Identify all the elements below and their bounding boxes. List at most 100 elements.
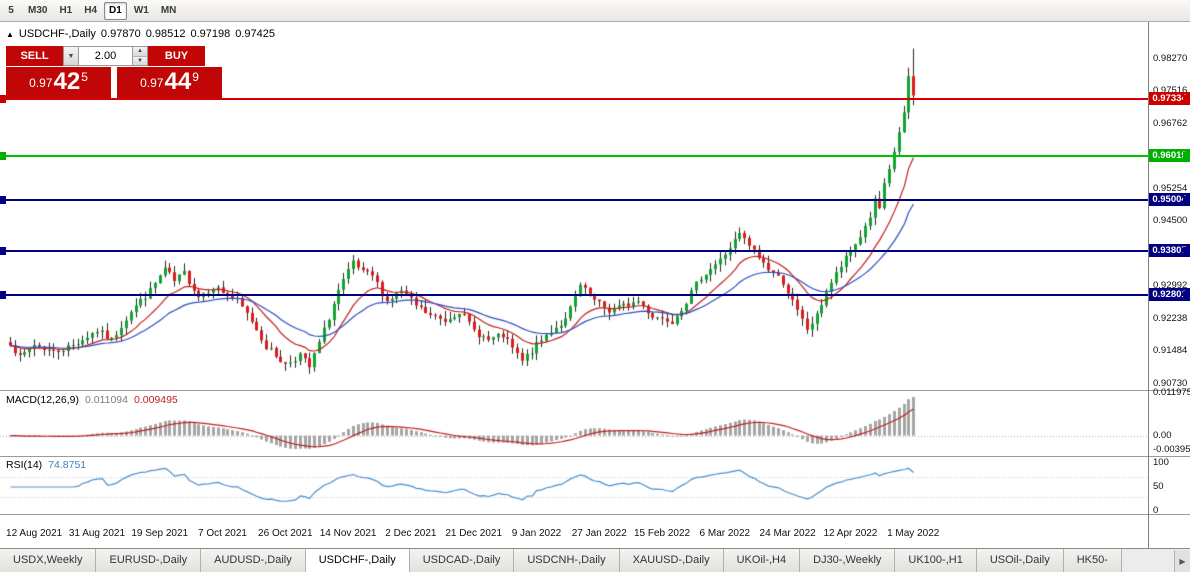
date-axis-label: 1 May 2022	[887, 528, 940, 539]
price-axis-tick: 0.90730	[1153, 377, 1188, 389]
macd-axis-label: -0.00395	[1153, 443, 1190, 455]
date-axis-label: 2 Dec 2021	[385, 528, 437, 539]
chart-tabbar: USDX,Weekly EURUSD-,Daily AUDUSD-,Daily USD…	[0, 548, 1190, 572]
price-axis-tick: 0.97516	[1153, 85, 1188, 97]
price-axis-tick: 0.95254	[1153, 182, 1188, 194]
rsi-axis-label: 50	[1153, 481, 1164, 492]
date-axis-label: 21 Dec 2021	[445, 528, 503, 539]
price-line-badge: 0.93807	[1149, 244, 1190, 258]
pane-separator-rsi-dates	[0, 514, 1190, 515]
price-line-right-marker	[1183, 152, 1190, 161]
timeframe-button-h1[interactable]: H1	[59, 5, 73, 16]
price-axis-tick: 0.92992	[1153, 280, 1188, 292]
chart-tab-dj30-weekly[interactable]: DJ30-,Weekly	[800, 549, 896, 572]
chart-area[interactable]: ▲ USDCHF-,Daily 0.97870 0.98512 0.97198 …	[0, 22, 1190, 548]
sell-price-big-digits: 42	[53, 68, 81, 95]
chart-tab-ukoil-h4[interactable]: UKOil-,H4	[723, 549, 801, 572]
timeframe-button-w1[interactable]: W1	[133, 5, 149, 16]
stepper-down-icon[interactable]: ▼	[133, 55, 147, 65]
chart-tab-usdchf-daily[interactable]: USDCHF-,Daily	[305, 549, 410, 572]
buy-price-pipette: 9	[192, 70, 199, 84]
price-line-right-marker	[1183, 95, 1190, 104]
price-line-left-marker	[0, 95, 6, 104]
price-line[interactable]	[0, 250, 1148, 253]
price-axis-tick: 0.94500	[1153, 215, 1188, 227]
timeframe-button-m30[interactable]: M30	[28, 5, 48, 16]
price-line[interactable]	[0, 198, 1148, 201]
buy-price-display[interactable]: 0.97 44 9	[117, 67, 222, 98]
price-line-badge: 0.97334	[1149, 92, 1190, 106]
timeframe-button-h4[interactable]: H4	[84, 5, 98, 16]
rsi-value: 74.8751	[48, 459, 87, 471]
chart-canvas[interactable]	[0, 22, 1190, 548]
date-axis-label: 14 Nov 2021	[319, 528, 377, 539]
date-axis-label: 12 Apr 2022	[823, 528, 878, 539]
macd-name: MACD(12,26,9)	[6, 394, 79, 406]
macd-main-value: 0.011094	[84, 394, 128, 406]
date-axis-label: 9 Jan 2022	[511, 528, 562, 539]
price-line[interactable]	[0, 155, 1148, 158]
macd-axis-label: 0.00	[1153, 429, 1172, 441]
pane-separator-macd-rsi[interactable]	[0, 456, 1190, 457]
sell-price-pipette: 5	[81, 70, 88, 84]
buy-price-big-digits: 44	[164, 68, 192, 95]
price-line-right-marker	[1183, 195, 1190, 204]
date-axis-label: 6 Mar 2022	[699, 528, 751, 539]
ohlc-low: 0.97198	[190, 28, 231, 40]
price-line[interactable]	[0, 98, 1148, 101]
sell-price-display[interactable]: 0.97 42 5	[6, 67, 111, 98]
symbol-ohlc-title: ▲ USDCHF-,Daily 0.97870 0.98512 0.97198 …	[6, 28, 275, 40]
price-line-right-marker	[1183, 290, 1190, 299]
tab-scroll-right-button[interactable]: ▶	[1174, 550, 1190, 572]
chart-tab-xauusd-daily[interactable]: XAUUSD-,Daily	[619, 549, 724, 572]
timeframe-toolbar: 5 M30 H1 H4 D1 W1 MN	[0, 0, 1190, 22]
price-line-right-marker	[1183, 247, 1190, 256]
price-axis-tick: 0.98270	[1153, 53, 1188, 64]
date-axis-label: 31 Aug 2021	[68, 528, 126, 539]
stepper-up-icon[interactable]: ▲	[133, 47, 147, 56]
chart-tab-usdcnh-daily[interactable]: USDCNH-,Daily	[514, 549, 620, 572]
buy-button[interactable]: BUY	[148, 46, 205, 66]
price-line[interactable]	[0, 293, 1148, 296]
price-axis-tick: 0.91484	[1153, 345, 1188, 357]
date-axis-label: 24 Mar 2022	[759, 528, 816, 539]
macd-axis-label: 0.011975	[1153, 386, 1190, 398]
collapse-trade-panel-icon[interactable]: ▲	[6, 29, 14, 39]
macd-signal-value: 0.009495	[133, 394, 178, 406]
ohlc-high: 0.98512	[145, 28, 186, 40]
symbol-timeframe-label: USDCHF-,Daily	[18, 28, 96, 40]
ohlc-close: 0.97425	[235, 28, 275, 40]
price-line-badge: 0.96019	[1149, 149, 1190, 163]
pane-separator-main-macd[interactable]	[0, 390, 1190, 391]
sell-price-prefix: 0.97	[29, 76, 53, 90]
chart-tab-uk100-h1[interactable]: UK100-,H1	[895, 549, 977, 572]
date-axis-label: 12 Aug 2021	[6, 528, 63, 539]
date-axis-label: 19 Sep 2021	[131, 528, 189, 539]
date-axis-label: 26 Oct 2021	[258, 528, 313, 539]
volume-input[interactable]	[79, 46, 133, 66]
price-line-badge: 0.95004	[1149, 192, 1190, 206]
price-line-left-marker	[0, 290, 6, 299]
volume-stepper[interactable]: ▲ ▼	[133, 46, 148, 66]
timeframe-button-mn[interactable]: MN	[160, 5, 177, 16]
volume-dropdown-button[interactable]: ▼	[63, 46, 79, 66]
date-axis-label: 15 Feb 2022	[633, 528, 691, 539]
price-line-left-marker	[0, 195, 6, 204]
chart-tab-usdcad-daily[interactable]: USDCAD-,Daily	[409, 549, 515, 572]
sell-button[interactable]: SELL	[6, 46, 63, 66]
chevron-down-icon: ▼	[67, 52, 75, 60]
chart-tab-hk50[interactable]: HK50-	[1063, 549, 1122, 572]
rsi-indicator-label: RSI(14) 74.8751	[6, 459, 86, 471]
timeframe-button-d1[interactable]: D1	[104, 1, 127, 20]
chart-tab-usoil-daily[interactable]: USOil-,Daily	[976, 549, 1064, 572]
timeframe-button-5[interactable]: 5	[8, 5, 14, 16]
chart-tab-audusd-daily[interactable]: AUDUSD-,Daily	[201, 549, 306, 572]
price-line-badge: 0.92801	[1149, 287, 1190, 301]
chart-tab-usdx-weekly[interactable]: USDX,Weekly	[0, 549, 97, 572]
price-axis-tick: 0.96762	[1153, 117, 1188, 129]
price-line-left-marker	[0, 247, 6, 256]
price-axis-border	[1148, 22, 1149, 548]
price-axis-tick: 0.92238	[1153, 312, 1188, 324]
chart-tab-eurusd-daily[interactable]: EURUSD-,Daily	[96, 549, 202, 572]
